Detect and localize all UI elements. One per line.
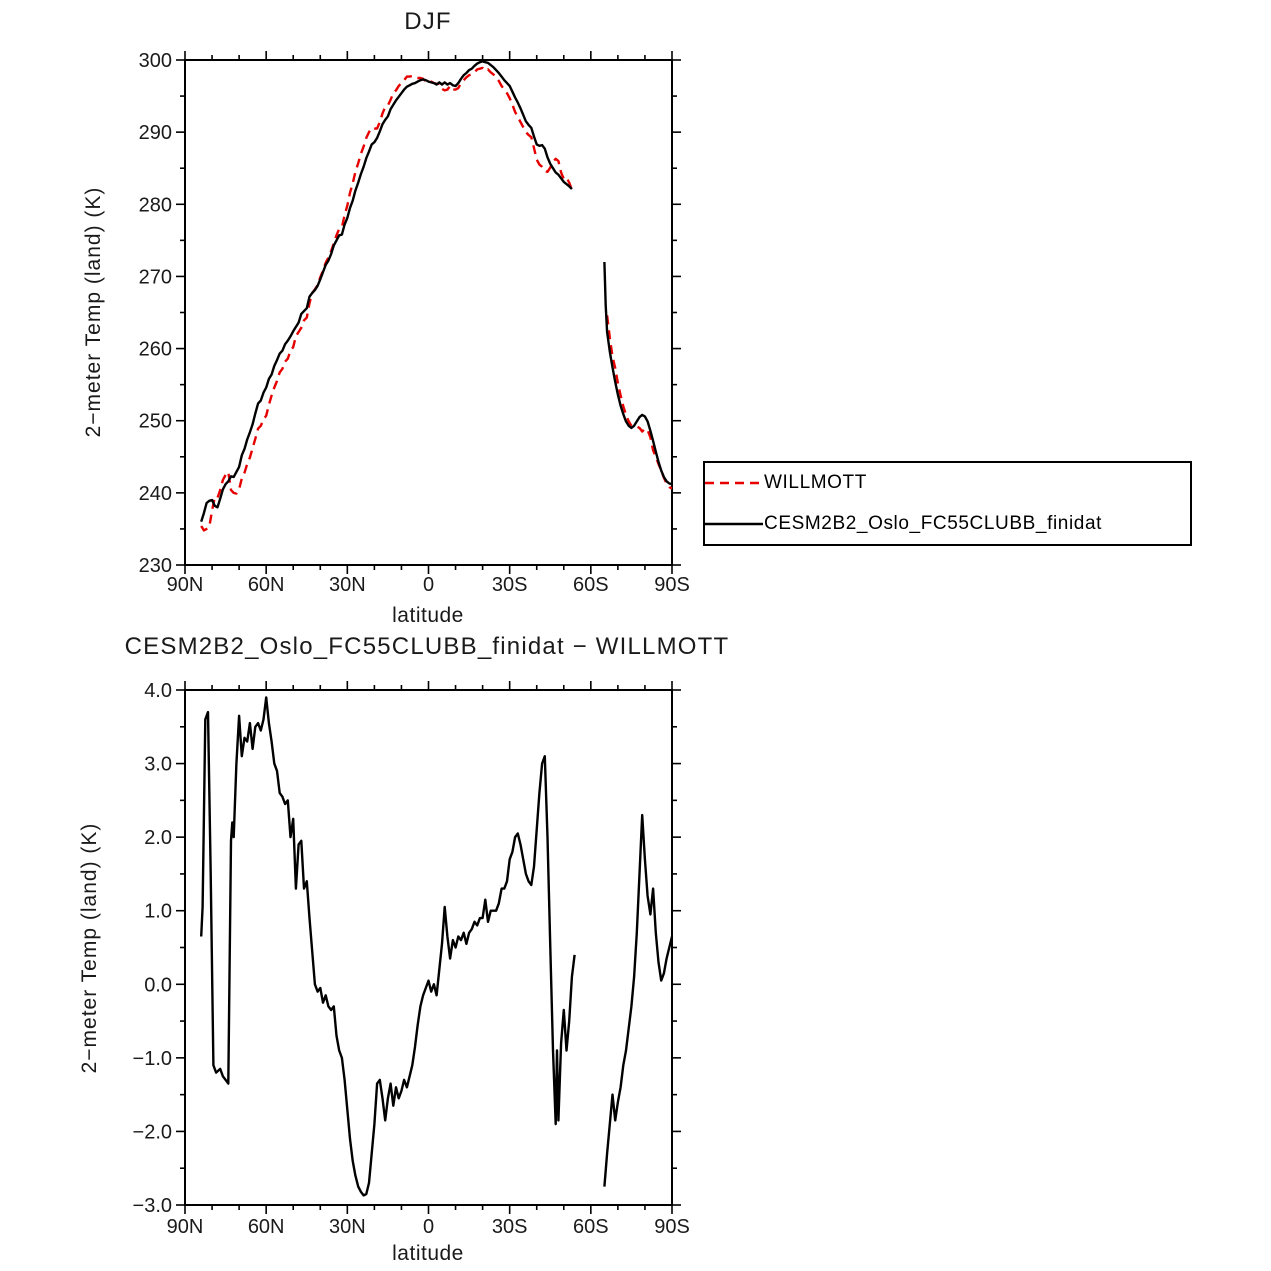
- cesm2b2-line-sample-icon: [705, 522, 763, 525]
- bottom-y-axis-label: 2−meter Temp (land) (K): [78, 822, 101, 1074]
- y-tick-label: 0.0: [144, 974, 172, 996]
- legend-item-cesm2b2: CESM2B2_Oslo_FC55CLUBB_finidat: [705, 504, 1190, 544]
- x-tick-label: 60S: [573, 1216, 609, 1238]
- y-tick-label: 1.0: [144, 901, 172, 923]
- y-tick-label: 240: [139, 483, 172, 505]
- y-tick-label: 270: [139, 266, 172, 288]
- x-tick-label: 0: [423, 574, 434, 596]
- bottom-x-axis-label: latitude: [392, 1242, 464, 1265]
- x-tick-label: 60N: [248, 1216, 285, 1238]
- top-x-axis-label: latitude: [392, 604, 464, 627]
- series-line-difference: [603, 813, 674, 1187]
- x-tick-label: 90S: [654, 1216, 690, 1238]
- series-line-CESM2B2_Oslo_FC55CLUBB_finidat: [200, 60, 573, 523]
- plot-frame: [184, 689, 673, 1206]
- plot-frame: [184, 59, 673, 566]
- x-tick-label: 30S: [492, 574, 528, 596]
- y-tick-label: −3.0: [133, 1195, 172, 1217]
- y-tick-label: 4.0: [144, 680, 172, 702]
- x-tick-label: 60S: [573, 574, 609, 596]
- y-tick-label: 260: [139, 339, 172, 361]
- y-tick-label: 290: [139, 122, 172, 144]
- x-tick-label: 30S: [492, 1216, 528, 1238]
- y-tick-label: −1.0: [133, 1048, 172, 1070]
- y-tick-label: 280: [139, 194, 172, 216]
- y-tick-label: 250: [139, 411, 172, 433]
- top-y-axis-label: 2−meter Temp (land) (K): [82, 186, 105, 438]
- x-tick-label: 90N: [167, 574, 204, 596]
- y-tick-label: 2.0: [144, 827, 172, 849]
- legend-item-willmott: WILLMOTT: [705, 463, 1190, 503]
- series-line-WILLMOTT: [200, 66, 576, 532]
- legend-label-willmott: WILLMOTT: [764, 472, 867, 494]
- legend-box: WILLMOTT CESM2B2_Oslo_FC55CLUBB_finidat: [703, 461, 1192, 546]
- y-tick-label: 300: [139, 50, 172, 72]
- series-line-CESM2B2_Oslo_FC55CLUBB_finidat: [603, 261, 673, 486]
- x-tick-label: 90S: [654, 574, 690, 596]
- x-tick-label: 30N: [329, 1216, 366, 1238]
- x-tick-label: 30N: [329, 574, 366, 596]
- willmott-line-sample-icon: [705, 482, 763, 485]
- y-tick-label: −2.0: [133, 1121, 172, 1143]
- series-line-difference: [200, 696, 576, 1197]
- y-tick-label: 3.0: [144, 754, 172, 776]
- x-tick-label: 90N: [167, 1216, 204, 1238]
- legend-label-cesm2b2: CESM2B2_Oslo_FC55CLUBB_finidat: [764, 512, 1102, 534]
- y-tick-label: 230: [139, 555, 172, 577]
- x-tick-label: 60N: [248, 574, 285, 596]
- x-tick-label: 0: [423, 1216, 434, 1238]
- top-chart-title: DJF: [404, 8, 452, 35]
- bottom-chart-title: CESM2B2_Oslo_FC55CLUBB_finidat − WILLMOT…: [124, 633, 730, 660]
- series-line-WILLMOTT: [605, 315, 673, 490]
